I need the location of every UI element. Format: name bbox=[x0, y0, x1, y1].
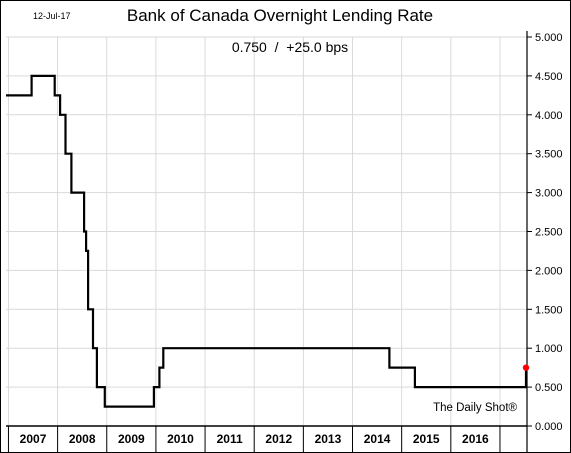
y-tick-label: 5.000 bbox=[535, 32, 563, 44]
y-tick-label: 0.000 bbox=[535, 421, 563, 433]
x-axis: 2007 2008 2009 2010 2011 2012 2013 2014 2015 2016 bbox=[20, 432, 489, 446]
watermark: The Daily Shot® bbox=[433, 402, 517, 414]
grid bbox=[6, 36, 527, 427]
x-tick-label: 2013 bbox=[315, 432, 342, 446]
chart-title: Bank of Canada Overnight Lending Rate bbox=[127, 6, 433, 25]
y-tick-label: 1.500 bbox=[535, 304, 563, 316]
last-value-marker bbox=[522, 364, 530, 371]
y-tick-label: 1.000 bbox=[535, 343, 563, 355]
x-tick-label: 2008 bbox=[69, 432, 96, 446]
date-stamp: 12-Jul-17 bbox=[33, 11, 71, 21]
y-axis: 0.000 0.500 1.000 1.500 2.000 2.500 3.000 3.500… bbox=[527, 32, 563, 433]
y-tick-label: 3.500 bbox=[535, 149, 563, 161]
x-tick-label: 2010 bbox=[167, 432, 194, 446]
x-tick-label: 2009 bbox=[118, 432, 145, 446]
y-tick-label: 0.500 bbox=[535, 382, 563, 394]
x-tick-label: 2016 bbox=[462, 432, 489, 446]
y-tick-label: 3.000 bbox=[535, 188, 563, 200]
series-line-overnight-rate bbox=[6, 74, 528, 408]
x-tick-label: 2011 bbox=[217, 432, 243, 446]
y-tick-label: 4.500 bbox=[535, 71, 563, 83]
y-tick-label: 4.000 bbox=[535, 110, 563, 122]
x-tick-label: 2007 bbox=[20, 432, 47, 446]
x-tick-label: 2012 bbox=[265, 432, 292, 446]
chart-subtitle: 0.750 / +25.0 bps bbox=[232, 39, 348, 55]
x-tick-label: 2014 bbox=[364, 432, 391, 446]
y-tick-label: 2.000 bbox=[535, 265, 563, 277]
x-tick-label: 2015 bbox=[413, 432, 440, 446]
y-tick-label: 2.500 bbox=[535, 227, 563, 239]
